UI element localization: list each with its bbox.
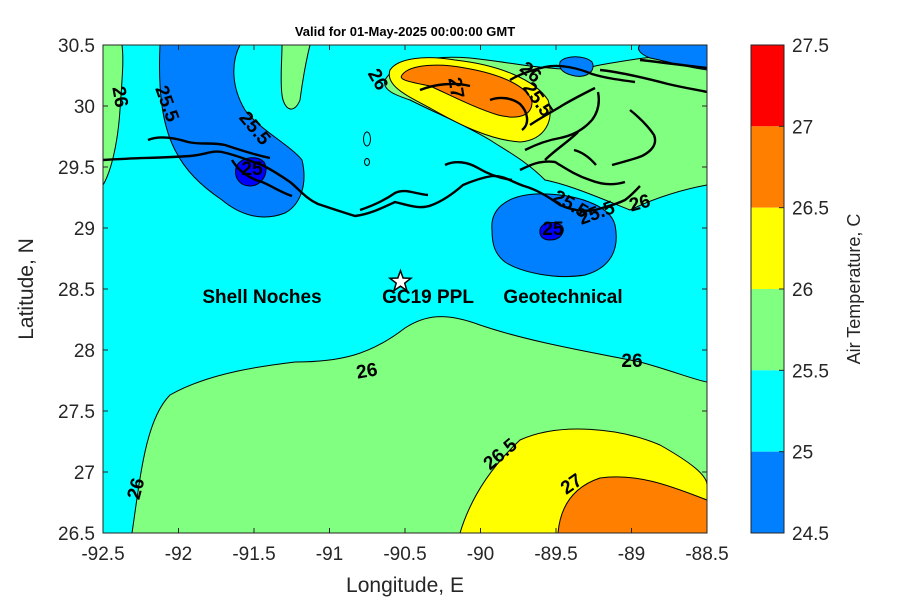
site-label-part-2: GC19 PPL xyxy=(382,287,474,308)
x-tick-label: -91 xyxy=(316,544,343,565)
colorbar-tick-label: 25.5 xyxy=(792,361,829,382)
colorbar-tick-label: 27.5 xyxy=(792,36,829,57)
y-tick-label: 26.5 xyxy=(58,524,95,545)
y-tick-label: 27.5 xyxy=(58,402,95,423)
contour-label: 27 xyxy=(443,76,467,100)
y-tick-label: 30.5 xyxy=(58,36,95,57)
x-tick-label: -90.5 xyxy=(383,544,426,565)
contour-label: 26 xyxy=(621,351,642,372)
star-icon xyxy=(387,268,413,293)
warm-region-northwest xyxy=(103,45,124,186)
colorbar-swatch xyxy=(751,207,784,289)
y-tick-label: 28 xyxy=(74,341,95,362)
colorbar-tick-label: 24.5 xyxy=(792,524,829,545)
y-tick-label: 30 xyxy=(74,97,95,118)
colorbar-swatch xyxy=(751,126,784,208)
site-labels: Shell Noches GC19 PPL Geotechnical xyxy=(202,287,622,308)
warm-region-north xyxy=(280,45,311,110)
colorbar-swatch xyxy=(751,289,784,371)
colorbar xyxy=(750,44,785,534)
y-tick-label: 27 xyxy=(74,463,95,484)
contour-label: 25 xyxy=(241,159,263,180)
colorbar-tick-label: 27 xyxy=(792,117,813,138)
x-tick-label: -90 xyxy=(467,544,494,565)
map-title: Valid for 01-May-2025 00:00:00 GMT xyxy=(295,24,515,39)
x-tick-label: -89 xyxy=(618,544,645,565)
x-tick-label: -89.5 xyxy=(534,544,577,565)
contour-label: 26 xyxy=(355,359,379,383)
contour-label: 25 xyxy=(542,219,564,240)
y-tick-label: 29.5 xyxy=(58,158,95,179)
colorbar-swatch xyxy=(751,451,784,533)
colorbar-swatch xyxy=(751,370,784,452)
y-axis-label: Latitude, N xyxy=(15,238,38,340)
colorbar-label: Air Temperature, C xyxy=(844,214,864,365)
y-axis-ticks: 30.5 30 29.5 29 28.5 28 27.5 27 26.5 xyxy=(58,36,707,545)
x-tick-label: -92 xyxy=(165,544,192,565)
site-label-part-3: Geotechnical xyxy=(503,287,622,308)
colorbar-tick-label: 25 xyxy=(792,443,813,464)
coastline xyxy=(103,58,707,218)
cool-region-northeast xyxy=(637,45,707,71)
x-tick-label: -92.5 xyxy=(81,544,124,565)
y-tick-label: 28.5 xyxy=(58,280,95,301)
x-tick-label: -88.5 xyxy=(685,544,728,565)
colorbar-tick-label: 26 xyxy=(792,280,813,301)
contour-label: 26 xyxy=(107,85,131,109)
colorbar-swatch xyxy=(751,45,784,127)
y-tick-label: 29 xyxy=(74,219,95,240)
colorbar-ticks: 27.5 27 26.5 26 25.5 25 24.5 xyxy=(779,36,829,545)
site-label-part-1: Shell Noches xyxy=(202,287,321,308)
x-tick-label: -91.5 xyxy=(232,544,275,565)
x-axis-ticks: -92.5 -92 -91.5 -91 -90.5 -90 -89.5 -89 -88.5 xyxy=(81,45,729,565)
cool-region-west xyxy=(159,45,305,218)
warm-region-south-orange xyxy=(557,476,707,533)
colorbar-tick-label: 26.5 xyxy=(792,199,829,220)
x-axis-label: Longitude, E xyxy=(346,574,464,597)
cool-core-east xyxy=(539,222,564,241)
site-marker xyxy=(387,268,413,293)
